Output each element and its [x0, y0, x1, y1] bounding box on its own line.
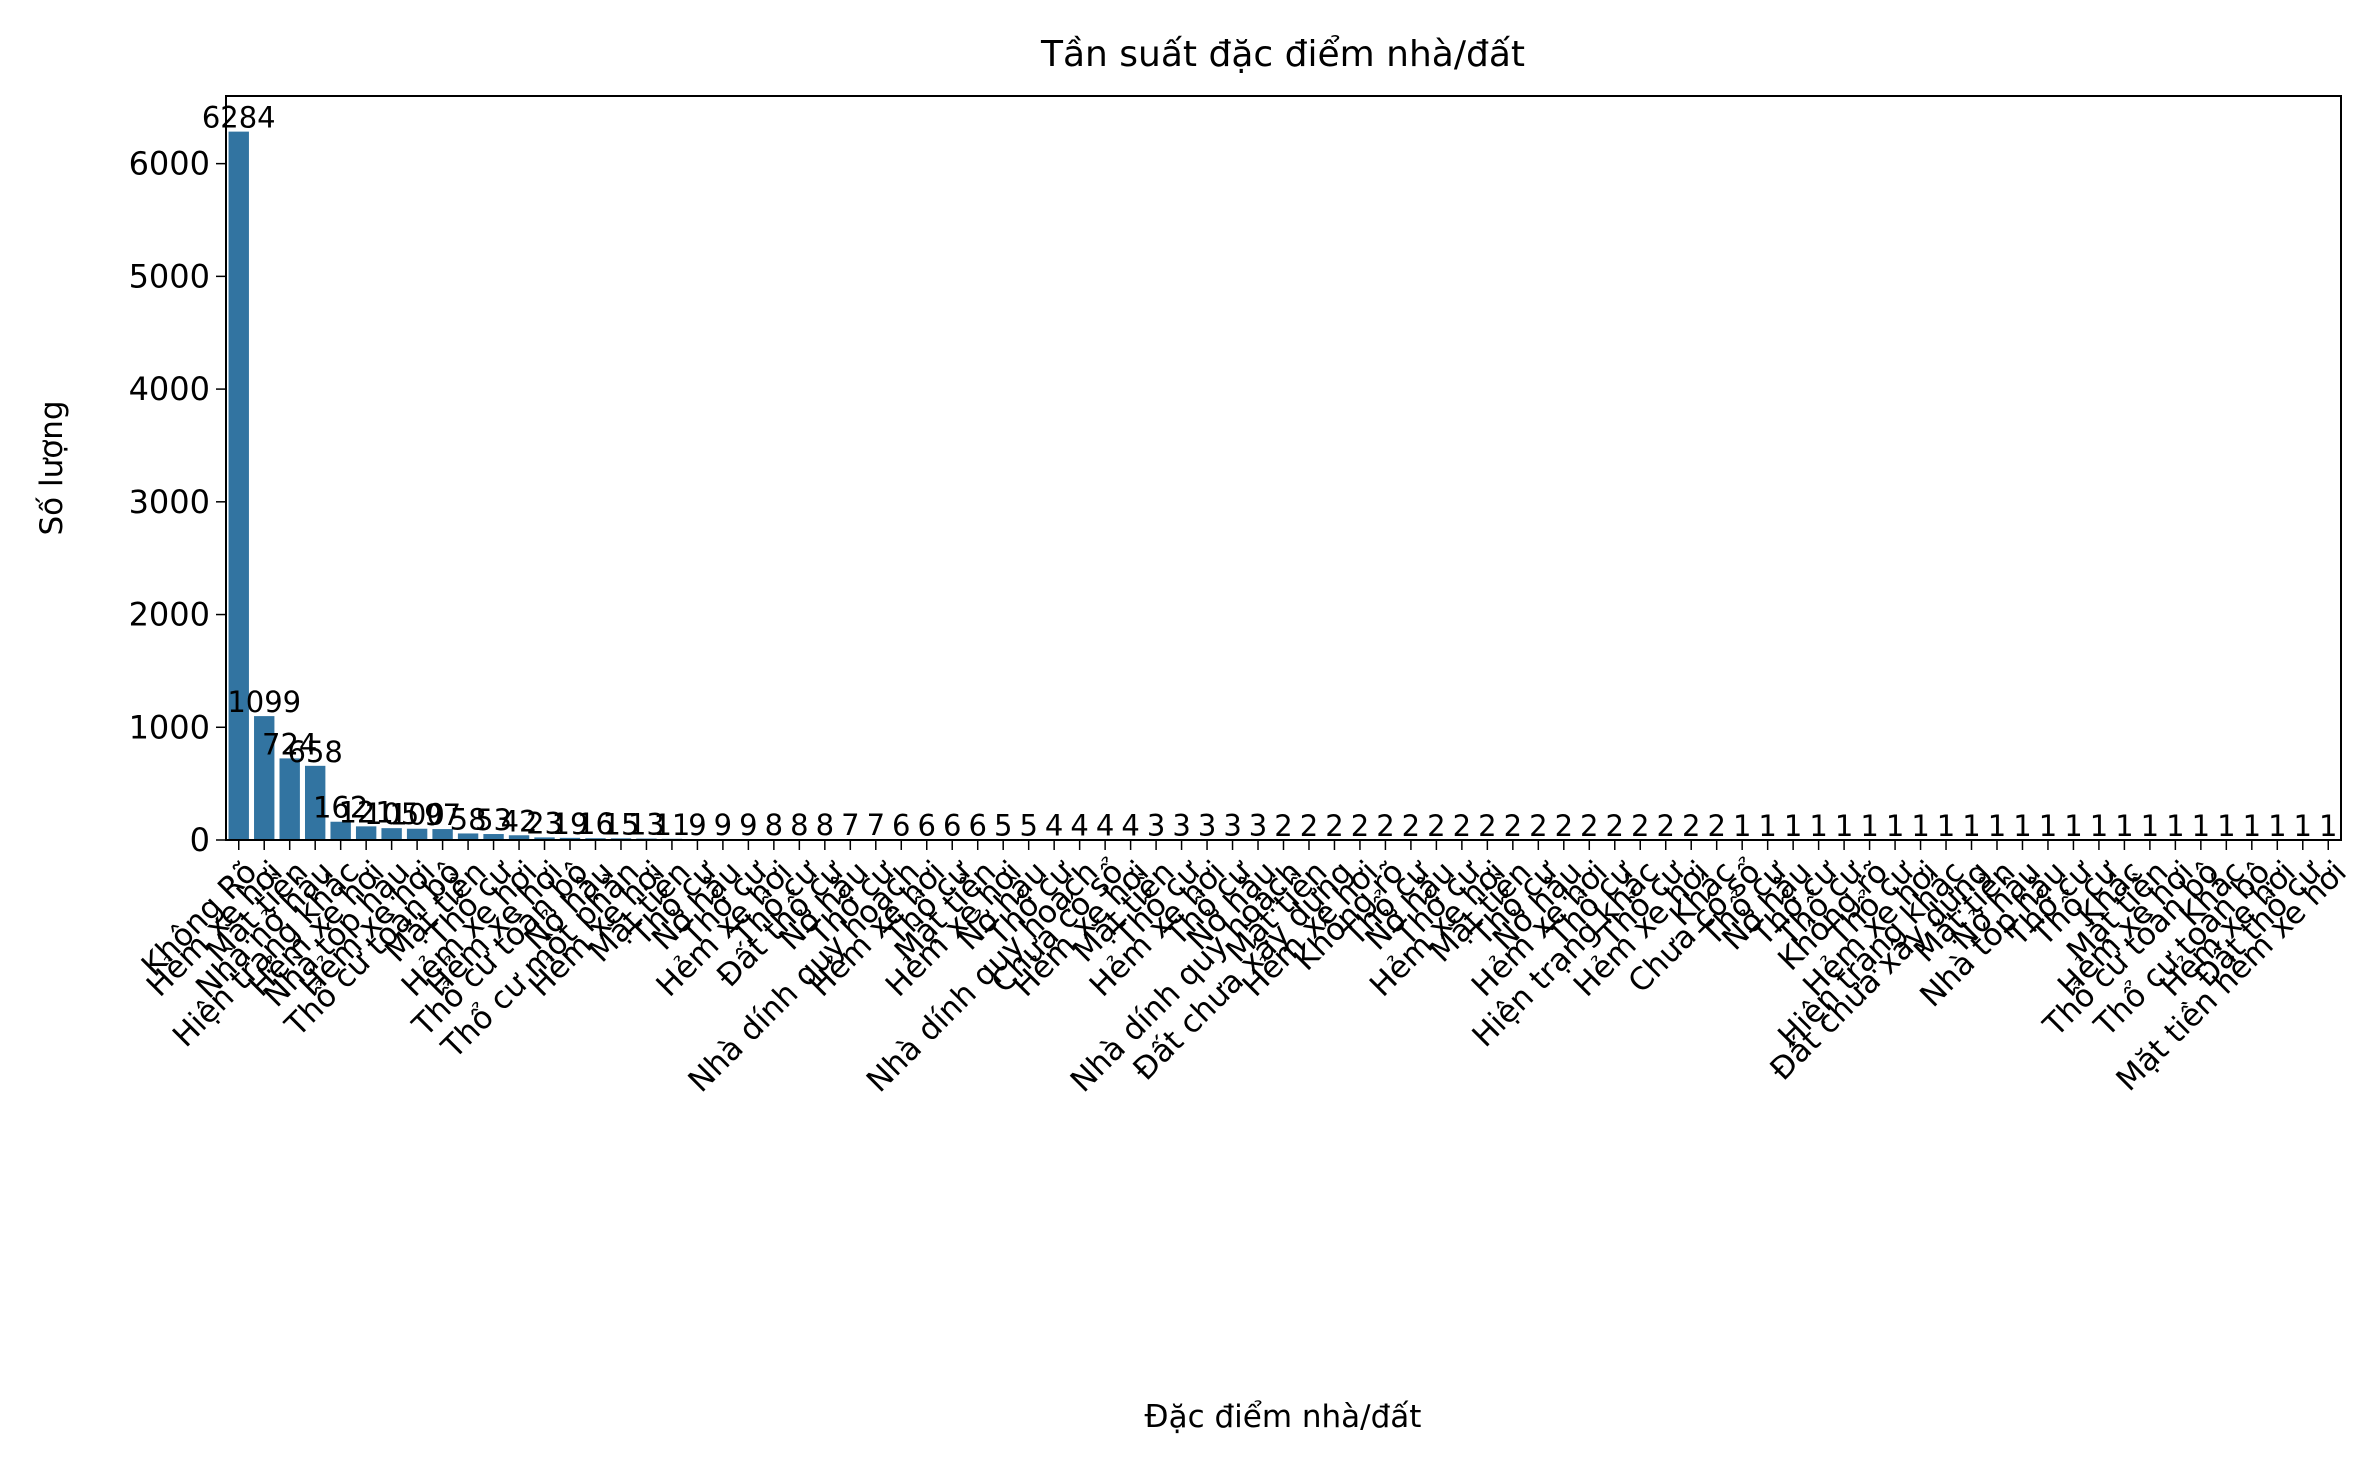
bar-2 — [280, 758, 300, 840]
value-labels-layer: 6284109972465816212110510097585342231916… — [202, 101, 2338, 843]
bar-value-label-34: 4 — [1096, 809, 1114, 843]
bar-value-label-52: 2 — [1555, 809, 1573, 843]
bar-value-label-53: 2 — [1580, 809, 1598, 843]
bar-value-label-32: 4 — [1045, 809, 1063, 843]
y-tick-label-4: 4000 — [129, 370, 210, 408]
bar-value-label-21: 8 — [765, 808, 783, 842]
bar-value-label-46: 2 — [1402, 809, 1420, 843]
bar-value-label-51: 2 — [1529, 809, 1547, 843]
bar-value-label-71: 1 — [2039, 809, 2057, 843]
y-tick-label-5: 5000 — [129, 257, 210, 295]
bar-value-label-27: 6 — [918, 808, 936, 842]
bar-value-label-56: 2 — [1657, 809, 1675, 843]
bar-value-label-77: 1 — [2192, 809, 2210, 843]
bar-value-label-22: 8 — [790, 808, 808, 842]
bar-value-label-37: 3 — [1172, 809, 1190, 843]
y-tick-label-2: 2000 — [129, 596, 210, 634]
bar-value-label-70: 1 — [2013, 809, 2031, 843]
bar-value-label-55: 2 — [1631, 809, 1649, 843]
bar-value-label-1: 1099 — [227, 685, 301, 719]
bar-value-label-68: 1 — [1962, 809, 1980, 843]
bar-value-label-57: 2 — [1682, 809, 1700, 843]
bar-value-label-44: 2 — [1351, 809, 1369, 843]
bar-value-label-3: 658 — [288, 735, 343, 769]
bar-value-label-0: 6284 — [202, 101, 276, 135]
bar-value-label-17: 11 — [653, 808, 690, 842]
bar-value-label-60: 1 — [1758, 809, 1776, 843]
bar-value-label-28: 6 — [943, 808, 961, 842]
bar-value-label-81: 1 — [2294, 809, 2312, 843]
bar-value-label-63: 1 — [1835, 809, 1853, 843]
bar-value-label-42: 2 — [1300, 809, 1318, 843]
bar-value-label-73: 1 — [2090, 809, 2108, 843]
bar-value-label-59: 1 — [1733, 809, 1751, 843]
bar-value-label-62: 1 — [1809, 809, 1827, 843]
bars-layer — [229, 132, 2339, 840]
bar-value-label-47: 2 — [1427, 809, 1445, 843]
bar-value-label-66: 1 — [1911, 809, 1929, 843]
bar-value-label-19: 9 — [714, 808, 732, 842]
bar-value-label-80: 1 — [2268, 809, 2286, 843]
chart-title: Tần suất đặc điểm nhà/đất — [1040, 34, 1525, 75]
bar-value-label-30: 5 — [994, 808, 1012, 842]
bar-value-label-76: 1 — [2166, 809, 2184, 843]
bar-value-label-49: 2 — [1478, 809, 1496, 843]
bar-value-label-67: 1 — [1937, 809, 1955, 843]
bar-value-label-18: 9 — [688, 808, 706, 842]
bar-value-label-61: 1 — [1784, 809, 1802, 843]
bar-value-label-75: 1 — [2141, 809, 2159, 843]
bar-value-label-39: 3 — [1223, 809, 1241, 843]
bar-value-label-43: 2 — [1325, 809, 1343, 843]
y-axis: 0 1000 2000 3000 4000 5000 6000 — [129, 145, 226, 859]
bar-value-label-48: 2 — [1453, 809, 1471, 843]
bar-value-label-72: 1 — [2064, 809, 2082, 843]
y-tick-label-1: 1000 — [129, 708, 210, 746]
bar-value-label-20: 9 — [739, 808, 757, 842]
bar-value-label-64: 1 — [1860, 809, 1878, 843]
bar-value-label-35: 4 — [1121, 809, 1139, 843]
bar-value-label-41: 2 — [1274, 809, 1292, 843]
bar-value-label-40: 3 — [1249, 809, 1267, 843]
bar-value-label-38: 3 — [1198, 809, 1216, 843]
bar-value-label-29: 6 — [968, 808, 986, 842]
bar-0 — [229, 132, 249, 840]
bar-value-label-25: 7 — [867, 808, 885, 842]
bar-value-label-78: 1 — [2217, 809, 2235, 843]
bar-value-label-45: 2 — [1376, 809, 1394, 843]
y-axis-label: Số lượng — [34, 400, 70, 535]
bar-value-label-50: 2 — [1504, 809, 1522, 843]
x-axis-label: Đặc điểm nhà/đất — [1145, 1399, 1422, 1435]
bar-value-label-36: 3 — [1147, 809, 1165, 843]
y-tick-label-3: 3000 — [129, 483, 210, 521]
bar-value-label-33: 4 — [1070, 809, 1088, 843]
bar-value-label-26: 6 — [892, 808, 910, 842]
y-tick-label-0: 0 — [190, 821, 210, 859]
bar-value-label-65: 1 — [1886, 809, 1904, 843]
bar-value-label-24: 7 — [841, 808, 859, 842]
bar-value-label-82: 1 — [2319, 809, 2337, 843]
bar-value-label-23: 8 — [816, 808, 834, 842]
bar-value-label-74: 1 — [2115, 809, 2133, 843]
plot-frame — [226, 96, 2341, 840]
bar-value-label-79: 1 — [2243, 809, 2261, 843]
bar-value-label-69: 1 — [1988, 809, 2006, 843]
y-tick-label-6: 6000 — [129, 145, 210, 183]
bar-value-label-58: 2 — [1707, 809, 1725, 843]
bar-value-label-31: 5 — [1019, 808, 1037, 842]
bar-value-label-54: 2 — [1606, 809, 1624, 843]
